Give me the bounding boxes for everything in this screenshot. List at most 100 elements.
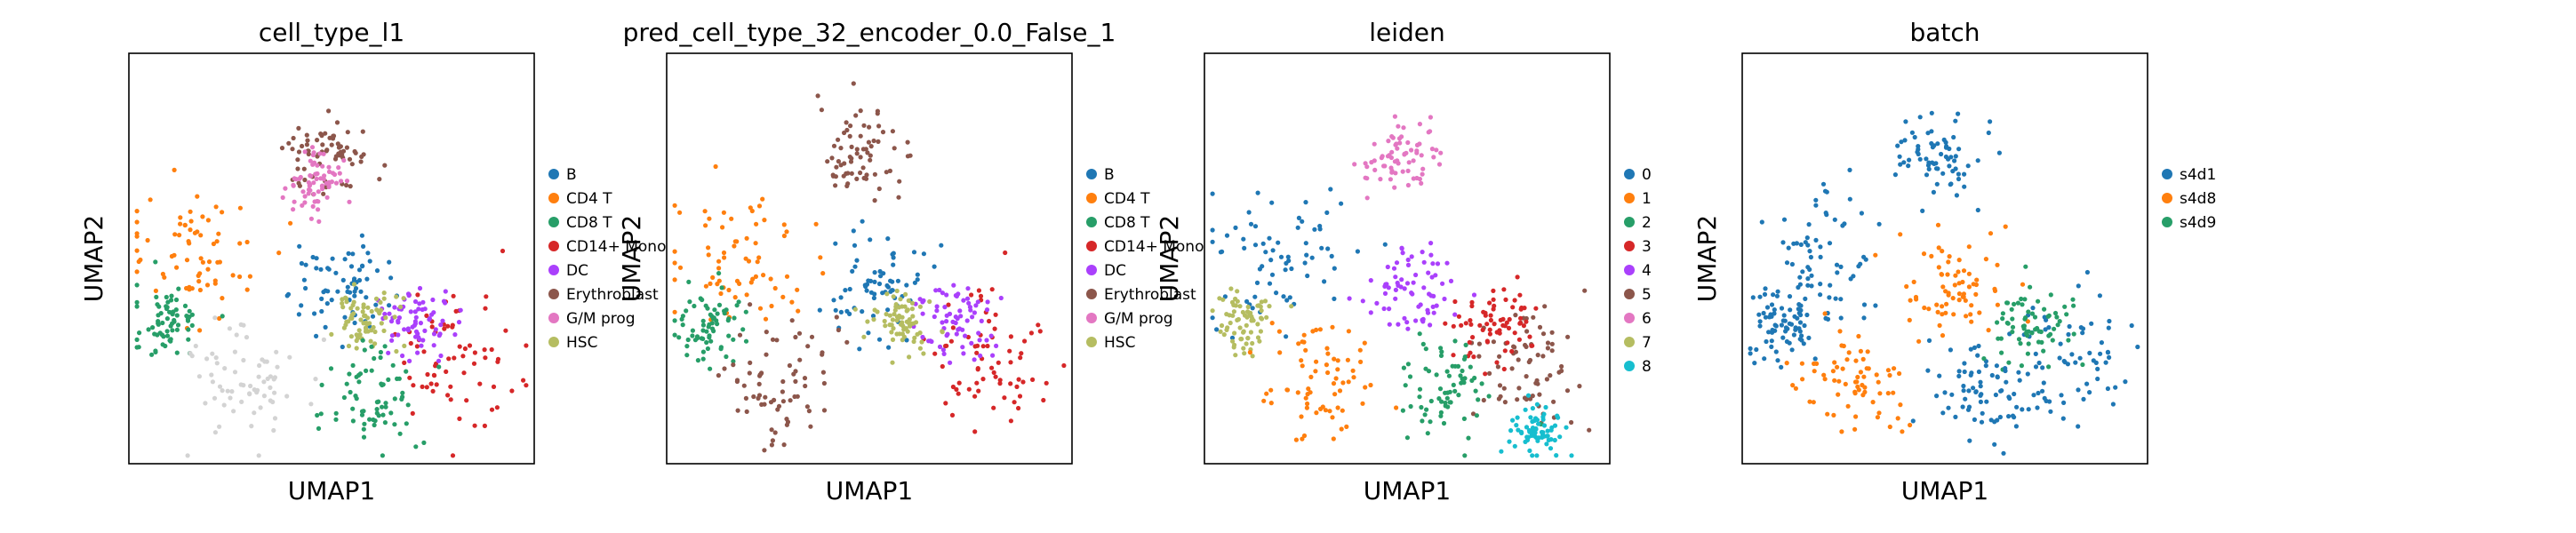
umap-point [296, 149, 302, 155]
umap-point [319, 296, 324, 301]
umap-point [1782, 318, 1788, 323]
umap-point [1394, 260, 1400, 266]
umap-point [1846, 350, 1852, 355]
umap-point [716, 266, 722, 271]
umap-point [137, 330, 142, 336]
umap-point [1779, 306, 1785, 311]
umap-point [1952, 158, 1957, 163]
umap-point [1444, 369, 1450, 374]
umap-point [1427, 291, 1432, 297]
umap-point [255, 387, 260, 393]
umap-point [1983, 257, 1988, 262]
umap-point [872, 279, 877, 284]
umap-point [1400, 169, 1405, 174]
umap-point [1962, 184, 1967, 189]
umap-point [1966, 404, 1972, 410]
umap-point [483, 355, 488, 361]
umap-point [1270, 248, 1276, 253]
umap-point [317, 151, 323, 156]
umap-point [722, 255, 727, 260]
umap-point [329, 331, 334, 337]
umap-point [898, 297, 903, 302]
umap-point [1821, 372, 1827, 378]
legend-marker [1086, 289, 1097, 299]
umap-point [1863, 257, 1868, 262]
umap-point [690, 328, 696, 333]
umap-point [1967, 438, 1972, 443]
umap-point [1524, 425, 1530, 430]
umap-point [963, 333, 968, 338]
umap-point [284, 394, 290, 399]
umap-point [314, 176, 319, 181]
legend-label: CD8 T [1104, 214, 1150, 232]
umap-point [893, 302, 899, 307]
umap-point [860, 219, 865, 224]
umap-point [2106, 325, 2111, 330]
legend-label: s4d1 [2180, 166, 2216, 184]
umap-point [261, 379, 267, 385]
umap-point [134, 337, 140, 342]
umap-point [329, 142, 334, 147]
umap-point [700, 328, 706, 333]
legend-marker [1086, 217, 1097, 227]
umap-point [1434, 372, 1439, 378]
umap-point [1254, 280, 1260, 285]
umap-point [2110, 402, 2116, 407]
umap-point [2022, 316, 2028, 322]
umap-point [741, 383, 747, 388]
umap-point [849, 171, 854, 176]
umap-point [211, 241, 216, 247]
umap-point [1799, 338, 1804, 343]
umap-point [1541, 411, 1547, 417]
umap-point [1295, 390, 1300, 395]
umap-point [340, 300, 345, 306]
umap-point [1924, 156, 1929, 162]
umap-point [1030, 377, 1036, 382]
umap-point [734, 303, 740, 308]
umap-point [167, 309, 172, 314]
umap-point [793, 378, 798, 384]
umap-point [911, 338, 916, 345]
umap-point [215, 259, 220, 265]
umap-point [1300, 363, 1305, 369]
umap-point [1487, 300, 1492, 306]
umap-point [170, 328, 175, 333]
umap-point [367, 321, 372, 326]
umap-point [858, 155, 863, 160]
umap-point [1500, 322, 1506, 328]
umap-point [1797, 274, 1803, 280]
umap-point [333, 410, 339, 416]
umap-point [1995, 262, 2000, 267]
legend-label: 2 [1642, 214, 1652, 232]
umap-point [852, 264, 858, 269]
umap-point [1281, 294, 1286, 299]
umap-point [803, 383, 808, 389]
umap-point [858, 170, 863, 176]
umap-point [692, 338, 699, 343]
legend-marker [2162, 169, 2172, 179]
umap-point [1360, 401, 1365, 406]
umap-point [1405, 362, 1411, 367]
umap-point [373, 296, 380, 301]
umap-point [1420, 171, 1425, 177]
umap-point [323, 131, 328, 136]
umap-point [843, 288, 848, 293]
umap-point [737, 332, 743, 338]
umap-point [429, 324, 435, 330]
umap-point [1438, 410, 1444, 415]
umap-point [424, 313, 429, 318]
umap-point [411, 383, 416, 388]
umap-point [453, 308, 459, 314]
umap-point [1763, 286, 1768, 291]
umap-point [1835, 364, 1840, 370]
umap-point [2059, 393, 2064, 398]
umap-point [268, 385, 273, 390]
umap-point [985, 343, 990, 349]
umap-point [1979, 419, 1985, 425]
umap-point [1953, 154, 1958, 159]
umap-point [1325, 370, 1331, 376]
umap-point [322, 173, 327, 179]
umap-point [1924, 172, 1930, 178]
umap-point [380, 453, 385, 458]
umap-point [284, 293, 290, 298]
